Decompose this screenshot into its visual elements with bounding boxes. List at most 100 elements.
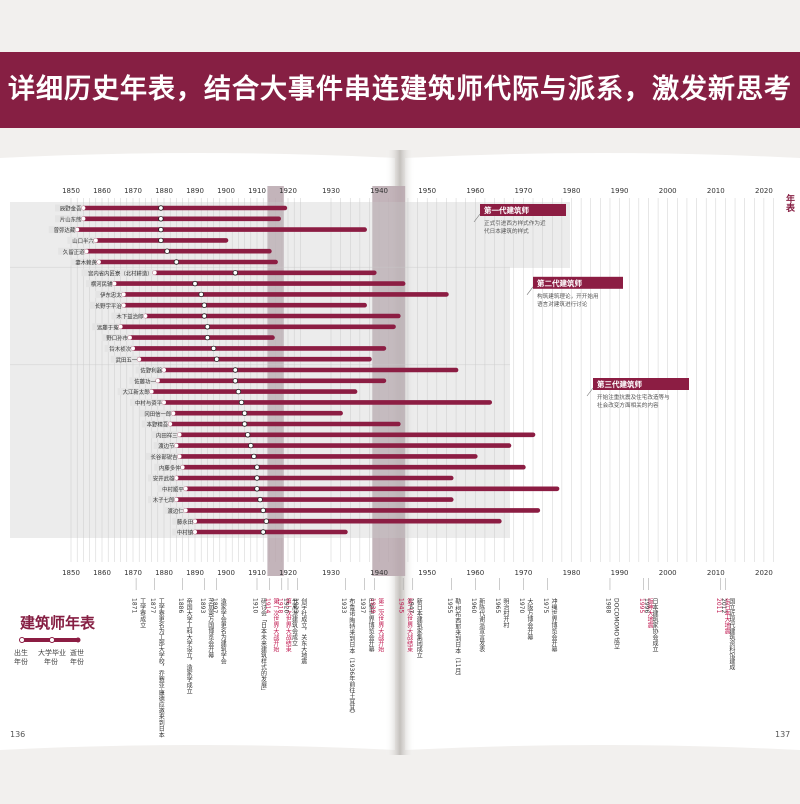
event-text: 分离派建筑会成立 [291,597,298,646]
event-entry: 1910 研讨会「日本未来建筑样式的发展」 [252,578,267,694]
event-year: 1933 [340,598,347,613]
birth-dot [75,227,80,232]
architect-name-bg [58,247,86,255]
architect-row: 宫内省内匠寮（北村耕造） [81,269,377,277]
architect-name: 野口孙市 [106,334,128,342]
axis-tick-bottom: 1850 [62,569,80,577]
chronology-heading: 建筑师年表 [20,614,96,632]
architect-name: 木子七郎 [153,496,175,504]
architect-name-bg [101,334,129,342]
event-year: 1970 [518,598,525,613]
event-year: 1893 [199,598,206,613]
graduation-dot [204,324,211,330]
event-year: 1945 [398,598,405,613]
birth-dot [177,432,182,437]
architect-name-bg [129,377,157,385]
graduation-dot [158,237,164,244]
architect-name: 中村与资平 [135,399,163,407]
birth-dot [112,281,117,286]
architect-name-bg [148,474,176,482]
event-entry: 1886 帝国大学工科大学设立，造家学成立 [177,578,192,694]
architect-name: 渡边仁 [168,507,185,515]
architect-row: 中村与资平 [130,398,493,407]
event-entry: 2011 东日本大地震 [715,578,730,635]
architect-name-bg [111,312,145,320]
birth-dot [149,389,154,394]
architect-name: 中村镇 [177,529,194,537]
architect-name-bg [135,366,163,374]
legend-grad-label: 大学毕业 [38,648,66,657]
event-text: 工学寮更名为工部大学校，乔赛亚·康德应邀来到日本 [157,598,164,739]
architect-name-bg [172,528,194,536]
architect-name-bg [86,280,114,288]
event-entry: 1975 冲绳世界博览会开幕 [542,578,557,653]
birth-dot [121,303,126,308]
axis-tick-bottom: 1900 [217,569,235,577]
graduation-dot [235,388,242,395]
graduation-dot [244,432,251,438]
graduation-dot [238,399,245,406]
event-entry: 1965 明治村开村 [494,578,509,628]
architect-name: 妻木赖黄 [75,259,97,267]
event-text: 芝加哥万国博览会开幕 [207,597,214,659]
event-text: 新日本建筑家集团成立 [415,597,422,658]
legend-death-label-2: 年份 [70,657,84,666]
architect-row: 远藤于菟 [92,323,396,331]
axis-tick-top: 1860 [93,187,111,195]
legend-birth-dot [19,637,25,643]
event-text: 新陈代谢派宣言发表 [478,597,485,653]
axis-tick-top: 1950 [418,187,436,195]
legend-grad-label-2: 年份 [44,657,58,666]
architect-row: 木子七郎 [148,496,454,504]
architect-name-bg [141,420,170,428]
architect-name: 辰野金吾 [60,205,82,213]
event-text: DOCOMOMO 成立 [612,598,619,650]
event-year: 1960 [470,598,477,613]
architect-row: 长野宇平治 [89,301,367,310]
axis-tick-bottom: 2000 [659,569,677,577]
generation-pointer [526,286,534,295]
architect-row: 山口半六 [67,236,229,245]
graduation-dot [204,334,211,341]
event-text: 阪神大地震 [646,597,653,629]
architect-name: 冈田信一郎 [144,410,171,418]
event-year: 1975 [542,598,549,613]
generation-title-bg [593,378,689,390]
architect-row: 内藤多仲 [154,463,526,472]
axis-tick-bottom: 1940 [370,569,388,577]
architect-row: 藤永田 [172,517,502,526]
event-text: 国立近现代建筑资料馆建成 [728,598,735,671]
event-year: 2011 [715,598,722,613]
axis-tick-top: 1940 [370,187,388,195]
architect-row: 本野精吾 [141,420,401,429]
event-year: 1955 [446,598,453,613]
birth-dot [174,443,179,448]
architect-name-bg [148,496,176,504]
generation-desc-1: 开始注重抗震及住宅改造等与 [597,393,670,401]
graduation-dot [257,496,263,503]
axis-tick-top: 1980 [563,187,581,195]
axis-tick-bottom: 1930 [322,569,340,577]
event-entry: 1995 阪神大地震 [638,578,653,629]
birth-dot [180,465,185,470]
birth-dot [84,249,89,254]
event-entry: 1960 新陈代谢派宣言发表 [470,578,485,653]
architect-row: 大江新太郎 [117,388,358,396]
architect-name-bg [139,409,173,417]
event-text: 第二次世界大战开始 [377,597,384,653]
architect-name-bg [55,204,83,212]
axis-tick-bottom: 1890 [186,569,204,577]
event-year: 1910 [252,598,259,613]
event-entry: 1939 第二次世界大战开始 [369,578,384,653]
architect-name: 伊东忠太 [100,291,122,299]
axis-tick-top: 2020 [755,187,773,195]
event-text: 明治村开村 [502,598,509,628]
architect-row: 伊东忠太 [95,290,449,299]
architect-name: 安井武雄 [153,475,175,483]
architect-name: 曾弥达藏 [54,226,76,234]
event-year: 2012 [720,598,727,613]
event-year: 1886 [177,598,184,613]
architect-name-bg [104,344,132,352]
event-text: 创宇社成立，关东大地震 [300,597,307,665]
architect-name-bg [130,398,163,406]
